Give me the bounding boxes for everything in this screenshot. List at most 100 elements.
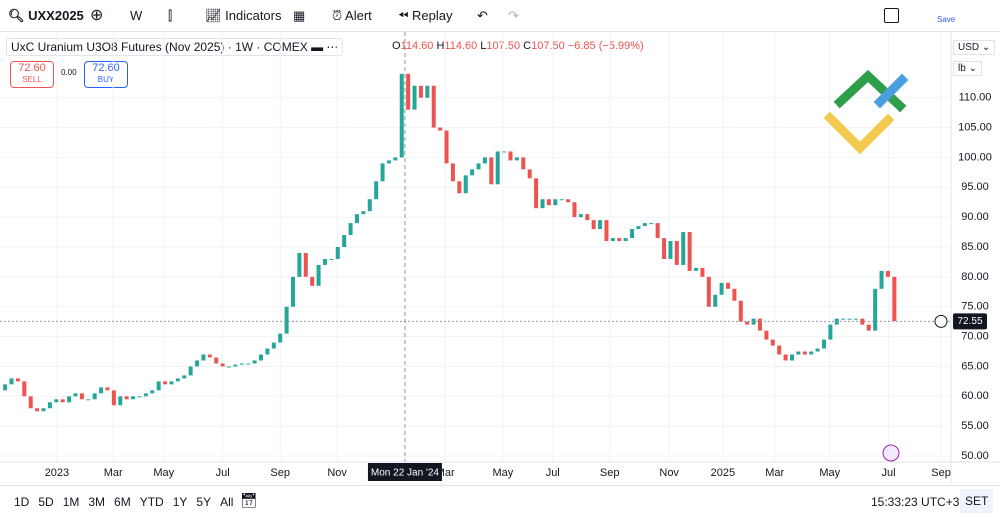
candle-body xyxy=(610,238,615,242)
candle-body xyxy=(329,258,334,260)
candle-body xyxy=(853,318,858,320)
range-button[interactable]: 3M xyxy=(88,495,106,509)
unit-select[interactable]: lb ⌄ xyxy=(953,61,982,76)
alert: Alert xyxy=(345,8,372,23)
range-button[interactable]: 5Y xyxy=(196,495,212,509)
y-tick-label: 55.00 xyxy=(961,420,989,432)
candle-body xyxy=(450,163,455,182)
candle-body xyxy=(169,381,174,385)
candle-body xyxy=(687,232,692,271)
candle-body xyxy=(28,396,33,409)
symbol-search[interactable]: 🔍︎ UXX2025 xyxy=(8,8,84,23)
candle-body xyxy=(681,232,686,265)
candle-body xyxy=(86,399,91,401)
candle-body xyxy=(892,276,897,322)
candle-body xyxy=(54,399,59,403)
candle-body xyxy=(150,390,155,394)
candle-body xyxy=(489,157,494,185)
candle-body xyxy=(297,252,302,277)
candle-body xyxy=(444,130,449,164)
y-tick-label: 75.00 xyxy=(961,301,989,313)
x-tick-label: May xyxy=(153,467,174,479)
candle-body xyxy=(188,366,193,376)
range-button[interactable]: 1D xyxy=(14,495,30,509)
candle-body xyxy=(316,264,321,286)
candle-body xyxy=(303,252,308,277)
range-button[interactable]: 1M xyxy=(62,495,80,509)
logo-blue xyxy=(873,73,909,109)
candle-body xyxy=(649,223,654,225)
range-button[interactable]: 5D xyxy=(38,495,54,509)
candle-body xyxy=(642,223,647,227)
sell-price: 72.60 xyxy=(18,62,46,74)
candle-body xyxy=(719,282,724,295)
candle-body xyxy=(885,270,890,277)
fullscreen[interactable] xyxy=(884,8,899,23)
candle-body xyxy=(873,288,878,331)
logo-yellow xyxy=(823,111,895,155)
candle-body xyxy=(406,73,411,110)
candle-body xyxy=(3,384,8,391)
alert-button[interactable]: ⏰︎ Alert xyxy=(332,8,372,23)
candle-body xyxy=(278,333,283,343)
buy-label: BUY xyxy=(97,75,115,84)
spread: 0.00 xyxy=(61,68,77,77)
candle-body xyxy=(815,348,820,352)
symbol: UXX2025 xyxy=(28,8,84,23)
undo[interactable]: ↶ xyxy=(477,8,488,23)
event-icon[interactable] xyxy=(882,444,900,462)
candle-body xyxy=(9,378,14,385)
range-button[interactable]: YTD xyxy=(139,495,164,509)
candle-body xyxy=(457,181,462,194)
candle-body xyxy=(163,381,168,385)
candle-body xyxy=(821,339,826,349)
y-tick-label: 65.00 xyxy=(961,360,989,372)
y-tick-label: 100.00 xyxy=(958,151,992,163)
range-button[interactable]: 1Y xyxy=(172,495,188,509)
l-label: L xyxy=(480,40,487,52)
candle-body xyxy=(380,163,385,182)
range-button[interactable]: All xyxy=(220,495,234,509)
candle-body xyxy=(732,288,737,301)
y-tick-label: 110.00 xyxy=(959,92,992,104)
currency-select[interactable]: USD ⌄ xyxy=(953,40,996,55)
candle-body xyxy=(111,390,116,406)
candle-body xyxy=(879,270,884,289)
h-label: H xyxy=(436,40,445,52)
candle-body xyxy=(156,381,161,391)
candle-body xyxy=(847,318,852,320)
redo[interactable]: ↷ xyxy=(508,8,519,23)
candle-body xyxy=(67,396,72,403)
chart-type[interactable]: ⫿ xyxy=(168,8,173,23)
candle-body xyxy=(310,276,315,286)
replay-button[interactable]: ⏪︎ Replay xyxy=(398,8,453,23)
indicators-button[interactable]: 📈︎ Indicators xyxy=(205,8,282,23)
crosshair-label: Mon 22 Jan '24 xyxy=(371,468,440,479)
range-button[interactable]: 6M xyxy=(114,495,131,509)
candle-body xyxy=(73,393,78,397)
x-tick-label: Mar xyxy=(104,467,123,479)
x-tick-label: May xyxy=(492,467,513,479)
price-plus xyxy=(934,314,948,328)
candle-body xyxy=(105,387,110,391)
y-tick-label: 105.00 xyxy=(958,121,992,133)
templates[interactable]: ▦ xyxy=(293,8,306,23)
interval[interactable]: W xyxy=(130,8,143,23)
candle-body xyxy=(476,163,481,170)
candle-body xyxy=(418,85,423,98)
high: 114.60 xyxy=(444,40,478,52)
session[interactable]: SET xyxy=(960,489,994,513)
legend-title[interactable]: UxC Uranium U3O8 Futures (Nov 2025) · 1W… xyxy=(6,38,344,56)
sell-button[interactable]: 72.60 SELL xyxy=(10,61,54,88)
date-range[interactable]: 📅︎ xyxy=(240,492,258,508)
candle-body xyxy=(354,214,359,224)
candle-body xyxy=(137,396,142,398)
o-label: O xyxy=(392,40,401,52)
compare-button[interactable]: ⊕ xyxy=(90,7,104,24)
candle-body xyxy=(860,318,865,325)
candle-body xyxy=(92,393,97,400)
save-button[interactable]: Save xyxy=(937,15,956,24)
range-buttons: 1D 5D 1M 3M 6M YTD 1Y 5Y All xyxy=(14,495,242,509)
x-tick-label: 2025 xyxy=(711,467,735,479)
